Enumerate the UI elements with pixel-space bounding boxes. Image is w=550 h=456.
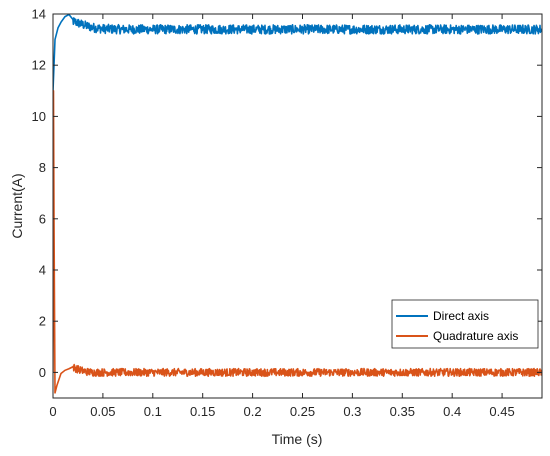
x-axis: 0 0.05 0.1 0.15 0.2 0.25 0.3 0.35 0.4 0.45 bbox=[49, 14, 515, 419]
x-tick-label: 0.3 bbox=[343, 404, 361, 419]
y-tick-label: 12 bbox=[32, 58, 46, 73]
x-tick-label: 0.4 bbox=[443, 404, 461, 419]
x-tick-label: 0.35 bbox=[390, 404, 415, 419]
series-line-direct-axis bbox=[53, 14, 542, 91]
y-tick-label: 4 bbox=[39, 263, 46, 278]
y-tick-label: 2 bbox=[39, 314, 46, 329]
y-tick-label: 10 bbox=[32, 109, 46, 124]
legend-label-direct-axis: Direct axis bbox=[433, 309, 489, 323]
x-tick-label: 0.25 bbox=[290, 404, 315, 419]
y-tick-label: 6 bbox=[39, 211, 46, 226]
y-tick-label: 0 bbox=[39, 365, 46, 380]
y-axis-label: Current(A) bbox=[9, 173, 25, 238]
plot-frame bbox=[52, 13, 543, 399]
legend: Direct axis Quadrature axis bbox=[391, 299, 539, 349]
legend-label-quadrature-axis: Quadrature axis bbox=[433, 329, 518, 343]
x-tick-label: 0.05 bbox=[90, 404, 115, 419]
series-line-quadrature-axis bbox=[53, 90, 542, 394]
y-tick-label: 14 bbox=[32, 7, 46, 22]
y-axis: 0 2 4 6 8 10 12 14 bbox=[32, 7, 542, 380]
series-layer bbox=[53, 14, 542, 394]
x-tick-label: 0.15 bbox=[190, 404, 215, 419]
y-tick-label: 8 bbox=[39, 160, 46, 175]
x-tick-label: 0.2 bbox=[244, 404, 262, 419]
x-axis-label: Time (s) bbox=[272, 431, 323, 447]
x-tick-label: 0 bbox=[49, 404, 56, 419]
x-tick-label: 0.45 bbox=[489, 404, 514, 419]
x-tick-label: 0.1 bbox=[144, 404, 162, 419]
legend-box bbox=[391, 299, 539, 349]
